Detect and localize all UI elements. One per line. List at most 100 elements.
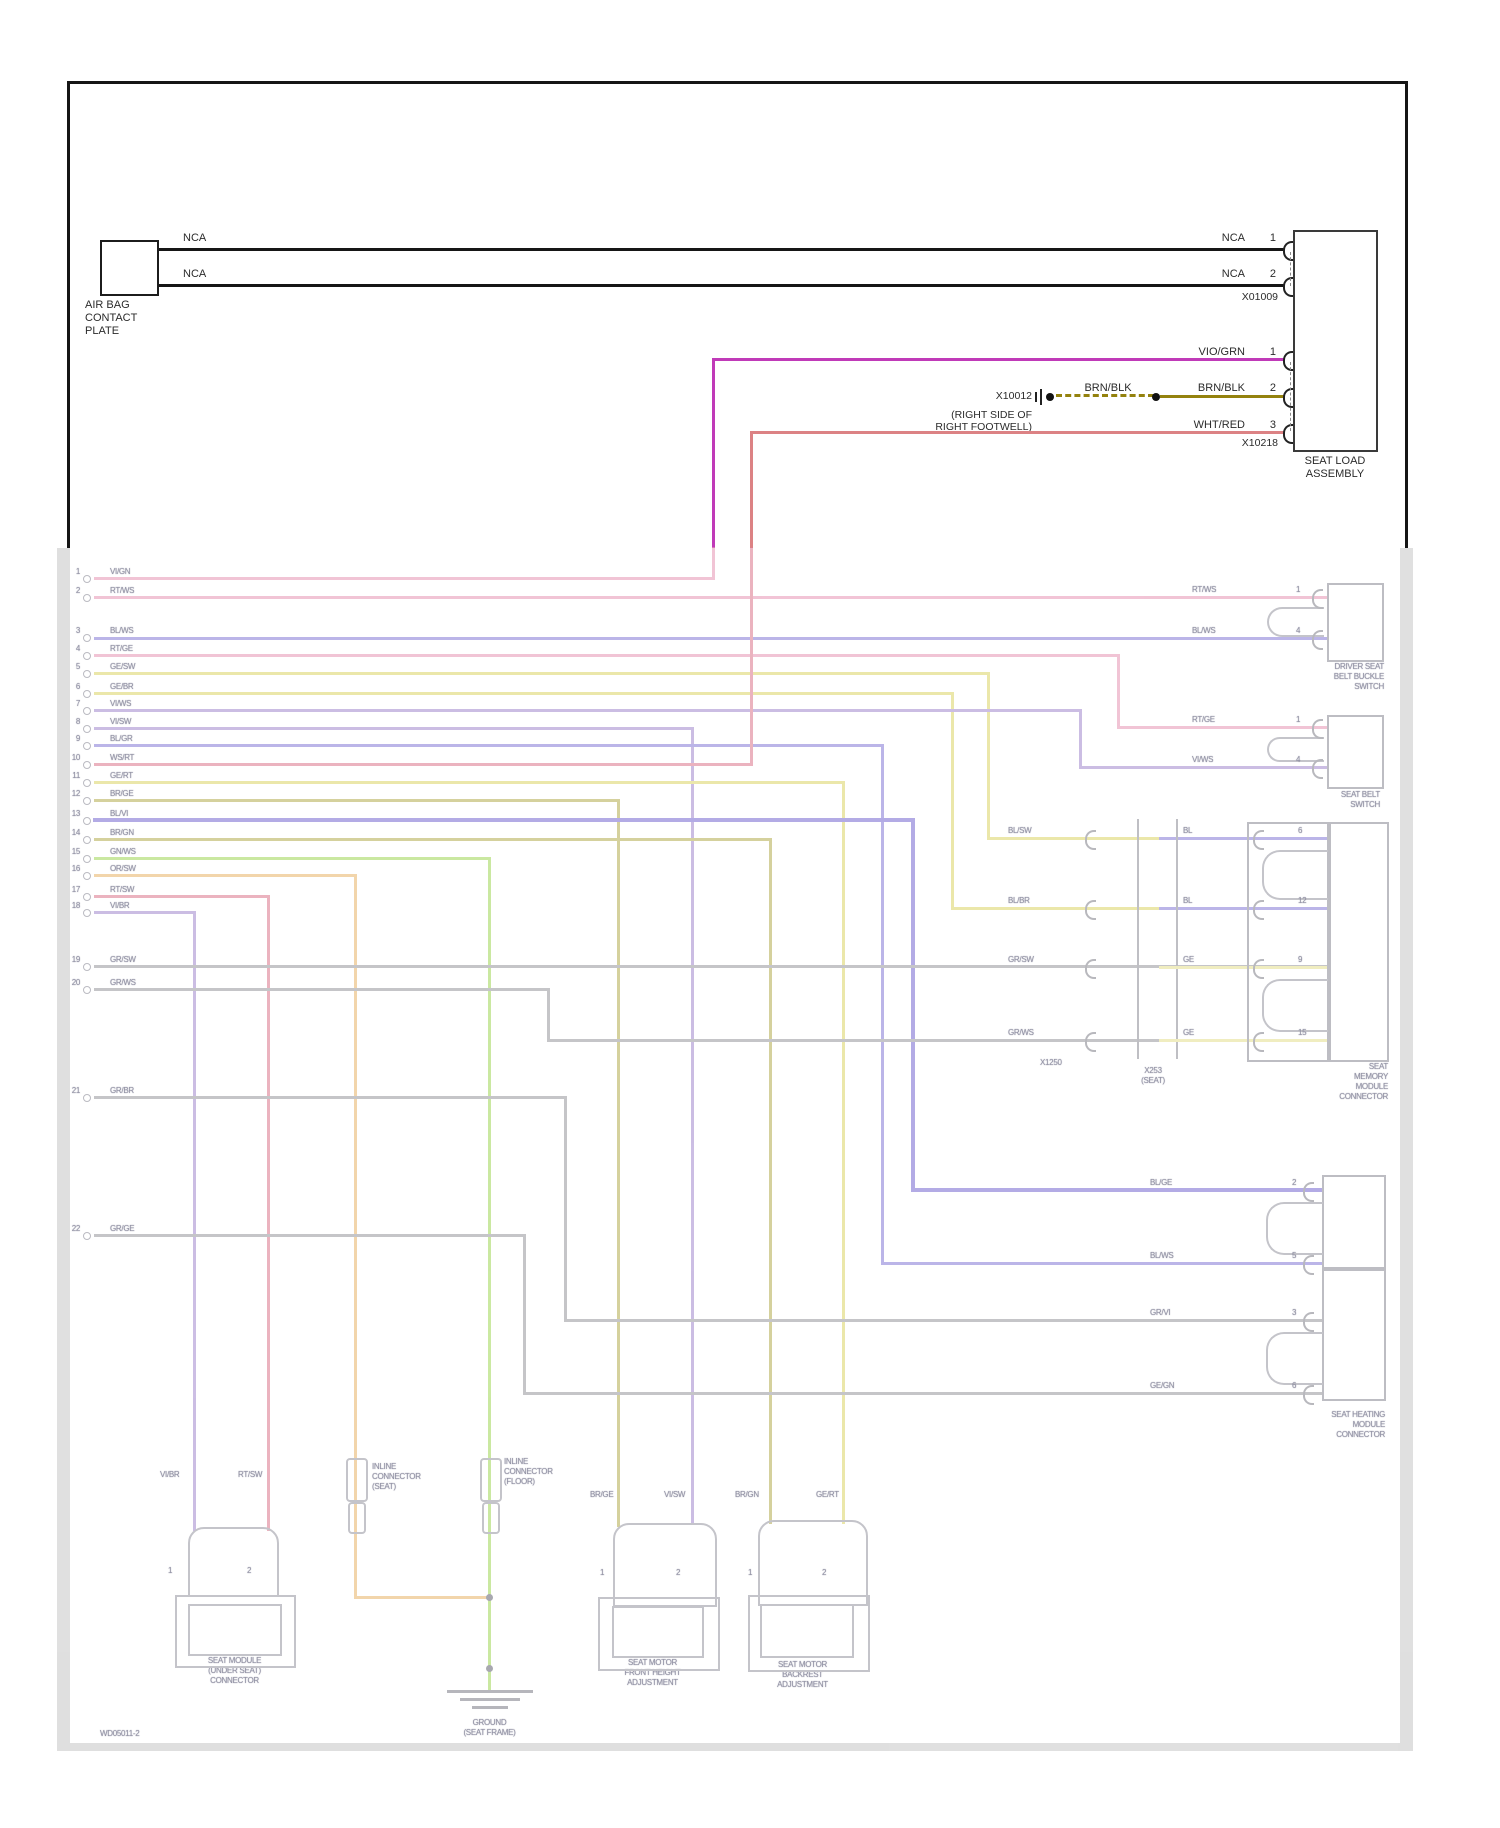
stub-wire-label: GE/RT: [110, 771, 133, 780]
wire-viogrn-v: [712, 358, 715, 548]
pin-label: 5: [1292, 1251, 1297, 1260]
stub-wire-label: WS/RT: [110, 753, 135, 762]
component-label: BELT BUCKLE: [1333, 672, 1385, 681]
wire-segment: [1158, 965, 1329, 969]
pin-bracket-icon: [1312, 589, 1323, 609]
stub-pin-number: 20: [71, 978, 81, 987]
stub-wire-label: BL/VI: [110, 809, 129, 818]
stub-wire-label: GR/SW: [110, 955, 136, 964]
stub-pin-circle: [83, 893, 91, 901]
connector-x01009-label: X01009: [1241, 291, 1278, 303]
component-label: SEAT: [1368, 1062, 1388, 1071]
whtred-label: WHT/RED: [1193, 419, 1245, 431]
brnblk-left-label: BRN/BLK: [1084, 382, 1132, 394]
wire-segment: [93, 653, 1120, 657]
pin-label: 6: [1292, 1381, 1297, 1390]
wire-segment: [93, 1233, 526, 1237]
wire-whtred-h: [750, 431, 1285, 434]
pin-label: BL: [1183, 896, 1193, 905]
connector-x10218-label: X10218: [1241, 437, 1278, 449]
wire-segment: [93, 894, 270, 898]
wire-segment: [93, 1095, 567, 1099]
component-label: X253: [1144, 1066, 1162, 1075]
component-label: SEAT MODULE: [207, 1656, 262, 1665]
stub-pin-number: 7: [75, 699, 80, 708]
connector-box: [1322, 1267, 1386, 1401]
page-edge-bar: [57, 1743, 1413, 1751]
pin-label: 1: [600, 1568, 605, 1577]
pin-label: BR/GN: [735, 1490, 759, 1499]
wire-segment: [880, 743, 884, 1265]
wire-segment: [880, 1261, 1324, 1265]
connector-cup: [1262, 850, 1328, 900]
stub-pin-circle: [83, 690, 91, 698]
stub-wire-label: RT/GE: [110, 644, 133, 653]
stub-pin-circle: [83, 634, 91, 642]
splice-dot: [486, 1665, 493, 1672]
connector-divider: [1290, 362, 1291, 431]
pin-bracket-icon: [1303, 1182, 1314, 1202]
brnblk-pin: 2: [1269, 382, 1276, 394]
wire-segment: [93, 964, 1329, 968]
pin-label: GR/WS: [1008, 1028, 1034, 1037]
component-label: ADJUSTMENT: [777, 1680, 828, 1689]
pin-label: BL: [1183, 826, 1193, 835]
seat-load-label-line1: SEAT LOAD: [1304, 455, 1366, 467]
pin-label: GE: [1183, 1028, 1194, 1037]
wire-segment: [192, 910, 196, 1531]
stub-pin-number: 22: [71, 1224, 81, 1233]
ground-symbol: [447, 1690, 533, 1693]
pin-label: BL/WS: [1150, 1251, 1174, 1260]
stub-wire-label: VI/SW: [110, 717, 132, 726]
stub-pin-number: 2: [75, 586, 80, 595]
stub-pin-number: 4: [75, 644, 80, 653]
x10012-location-line1: (RIGHT SIDE OF: [951, 409, 1032, 421]
stub-pin-circle: [83, 652, 91, 660]
whtred-pin: 3: [1269, 419, 1276, 431]
component-label: MODULE: [1355, 1082, 1389, 1091]
pin-label: VI/WS: [1192, 755, 1214, 764]
stub-pin-circle: [83, 855, 91, 863]
airbag-contact-plate-box: [100, 240, 159, 296]
pin-label: X1250: [1040, 1058, 1062, 1067]
viogrn-label: VIO/GRN: [1198, 346, 1245, 358]
stub-wire-label: BL/WS: [110, 626, 134, 635]
pin-label: BL/BR: [1008, 896, 1030, 905]
nca1-left-label: NCA: [183, 232, 207, 244]
stub-pin-circle: [83, 707, 91, 715]
component-label: DRIVER SEAT: [1334, 662, 1385, 671]
pin-label: GE: [1183, 955, 1194, 964]
stub-pin-circle: [83, 725, 91, 733]
pin-bracket-icon: [1303, 1385, 1314, 1405]
wire-nca2: [159, 284, 1285, 287]
stub-wire-label: VI/WS: [110, 699, 132, 708]
component-label: SEAT MOTOR: [627, 1658, 677, 1667]
stub-wire-label: GR/WS: [110, 978, 136, 987]
wire-segment: [93, 762, 753, 766]
component-label: CONNECTOR: [372, 1472, 421, 1481]
stub-pin-circle: [83, 594, 91, 602]
stub-pin-number: 11: [72, 771, 80, 780]
pin-bracket-icon: [1253, 1032, 1264, 1052]
stub-pin-number: 10: [71, 753, 81, 762]
wire-segment: [768, 837, 772, 1524]
stub-pin-circle: [83, 817, 91, 825]
component-label: INLINE: [504, 1457, 528, 1466]
nca2-pin: 2: [1269, 268, 1276, 280]
wire-segment: [749, 546, 753, 766]
pin-bracket-icon: [1312, 759, 1323, 779]
stub-wire-label: RT/WS: [110, 586, 135, 595]
stub-pin-number: 14: [71, 828, 81, 837]
wire-segment: [690, 726, 694, 1525]
pin-bracket-icon: [1085, 830, 1096, 850]
stub-wire-label: BR/GN: [110, 828, 134, 837]
wire-segment: [93, 987, 550, 991]
wire-segment: [563, 1095, 567, 1322]
pin-label: 2: [1292, 1178, 1297, 1187]
pin-bracket-icon: [1303, 1312, 1314, 1332]
structure-outline: [482, 1502, 500, 1534]
pin-label: BL/SW: [1008, 826, 1032, 835]
stub-wire-label: VI/BR: [110, 901, 130, 910]
wire-segment: [93, 873, 357, 877]
stub-pin-circle: [83, 761, 91, 769]
